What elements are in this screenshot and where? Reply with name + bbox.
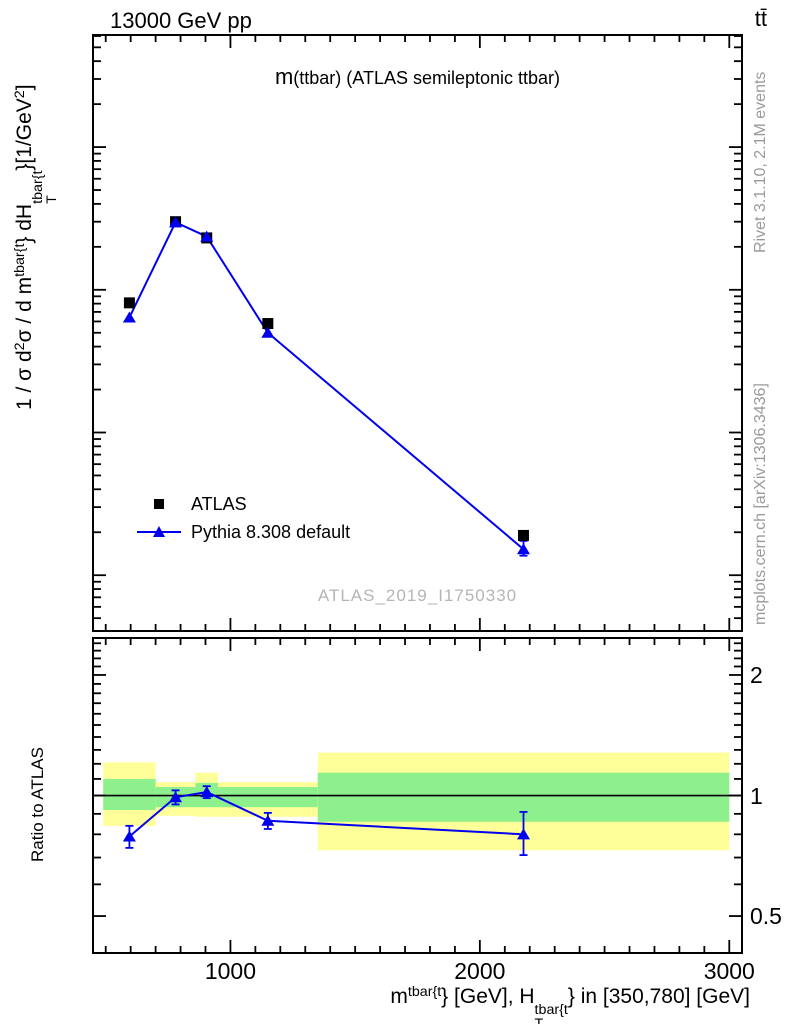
ratio-tick-label-right: 0.5 — [750, 903, 782, 930]
x-tick-label: 1000 — [204, 958, 256, 984]
ratio-y-axis-title: Ratio to ATLAS — [28, 747, 47, 862]
legend-label-pythia: Pythia 8.308 default — [191, 521, 351, 542]
analysis-watermark: ATLAS_2019_I1750330 — [317, 586, 518, 605]
plot-title-rest: (ttbar) (ATLAS semileptonic ttbar) — [293, 68, 561, 88]
rivet-version-note: Rivet 3.1.10, 2.1M events — [752, 71, 769, 253]
ratio-plot — [92, 637, 743, 954]
plot-title: m(ttbar) (ATLAS semileptonic ttbar) — [92, 64, 743, 90]
legend-item-atlas: ATLAS — [137, 490, 350, 518]
atlas-square-marker-icon — [137, 496, 181, 512]
ratio-tick-label-right: 1 — [750, 782, 763, 809]
x-tick-label: 3000 — [703, 958, 755, 984]
legend-item-pythia: Pythia 8.308 default — [137, 518, 350, 546]
pythia-triangle-marker-icon — [137, 524, 181, 540]
y-axis-title: 1 / σ d2σ / d mtbar{t} dH tbar{t T}[1/GeV2… — [12, 84, 60, 410]
beam-energy-label: 13000 GeV pp — [110, 8, 252, 33]
x-tick-label: 2000 — [454, 958, 506, 984]
mcplots-arxiv-note: mcplots.cern.ch [arXiv:1306.3436] — [752, 383, 769, 625]
plot-title-observable: m — [274, 64, 294, 89]
process-label: tt̄ — [754, 6, 767, 31]
legend-label-atlas: ATLAS — [191, 493, 247, 514]
legend: ATLAS Pythia 8.308 default — [137, 490, 350, 546]
ratio-tick-label-right: 2 — [750, 661, 763, 688]
main-plot — [92, 34, 743, 632]
